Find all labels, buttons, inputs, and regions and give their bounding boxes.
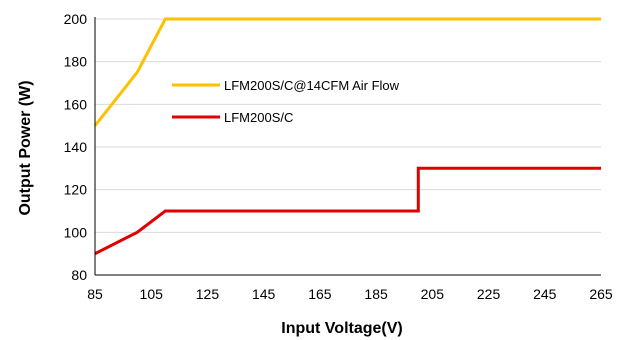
x-tick-label: 205: [421, 286, 445, 302]
y-tick-label: 80: [71, 267, 87, 283]
x-tick-label: 185: [364, 286, 388, 302]
x-tick-label: 245: [533, 286, 557, 302]
x-tick-label: 145: [252, 286, 276, 302]
x-tick-label: 125: [196, 286, 220, 302]
x-axis-title: Input Voltage(V): [281, 320, 402, 337]
legend-label-2: LFM200S/C: [224, 110, 293, 125]
x-tick-label: 165: [308, 286, 332, 302]
series-line-1: [93, 17, 601, 127]
axes: [94, 17, 601, 276]
y-tick-label: 200: [64, 11, 88, 27]
legend: LFM200S/C@14CFM Air Flow LFM200S/C: [172, 78, 400, 125]
x-tick-label: 225: [477, 286, 501, 302]
y-tick-label: 160: [64, 96, 88, 112]
y-tick-label: 100: [64, 224, 88, 240]
legend-label-1: LFM200S/C@14CFM Air Flow: [224, 78, 400, 93]
series-line-2: [94, 166, 601, 256]
x-tick-label: 105: [140, 286, 164, 302]
y-tick-label: 120: [64, 182, 88, 198]
y-tick-label: 180: [64, 54, 88, 70]
x-tick-labels: 85 105 125 145 165 185 205 225 245 265: [87, 286, 613, 302]
series-lines: [93, 17, 601, 256]
y-tick-label: 140: [64, 139, 88, 155]
y-tick-labels: 80 100 120 140 160 180 200: [64, 11, 88, 283]
x-tick-label: 85: [87, 286, 103, 302]
x-tick-label: 265: [589, 286, 613, 302]
y-axis-title: Output Power (W): [17, 80, 34, 215]
grid-lines: [95, 18, 601, 233]
